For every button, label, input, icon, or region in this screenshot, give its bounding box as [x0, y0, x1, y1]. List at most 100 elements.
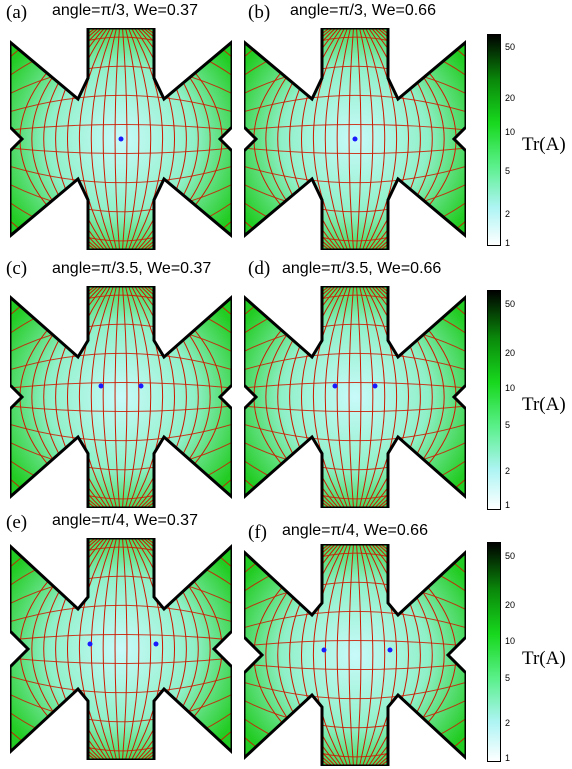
streamline — [244, 123, 466, 131]
flow-field — [244, 544, 466, 766]
streamline — [324, 286, 348, 508]
flow-panel-d — [244, 286, 466, 508]
streamline — [356, 544, 362, 766]
stagnation-point — [138, 383, 144, 389]
streamline — [365, 286, 398, 508]
panel-label-c: (c) — [6, 258, 28, 279]
streamline — [114, 28, 120, 250]
colorbar-2-tick-50: 50 — [505, 299, 516, 309]
streamline — [244, 581, 466, 610]
streamline — [244, 65, 466, 94]
streamline — [128, 286, 152, 508]
stagnation-point — [332, 383, 338, 389]
streamline — [356, 286, 362, 508]
streamline — [67, 28, 108, 250]
colorbar-2-tick-10: 10 — [505, 383, 516, 393]
colorbar-3-label: Tr(A) — [522, 648, 566, 669]
streamline — [10, 694, 232, 723]
stagnation-point — [87, 641, 93, 647]
streamline — [244, 323, 466, 352]
streamline — [125, 28, 140, 250]
streamline — [244, 147, 466, 155]
streamline — [10, 604, 232, 623]
streamline — [244, 381, 466, 389]
flow-panel-c — [10, 286, 232, 508]
panel-label-f: (f) — [248, 522, 267, 543]
streamline — [122, 28, 128, 250]
streamline — [10, 94, 232, 113]
streamline — [244, 442, 466, 471]
flow-panel-a — [10, 28, 232, 250]
streamline — [134, 538, 175, 760]
streamline — [131, 28, 164, 250]
colorbar-2-tick-5: 5 — [505, 420, 511, 430]
flow-field — [10, 538, 232, 760]
streamline — [368, 28, 409, 250]
stagnation-point — [372, 383, 378, 389]
streamline — [244, 165, 466, 184]
streamline — [10, 323, 232, 352]
streamline — [131, 538, 164, 760]
colorbar-2-tick-1: 1 — [505, 500, 511, 510]
streamline — [244, 639, 466, 647]
colorbar-3-tick-1: 1 — [505, 753, 511, 763]
streamline — [125, 538, 140, 760]
streamline — [365, 28, 398, 250]
streamline — [301, 544, 342, 766]
streamline — [134, 28, 175, 250]
streamline — [324, 544, 348, 766]
streamline — [312, 28, 345, 250]
streamline — [10, 442, 232, 471]
streamline — [244, 423, 466, 442]
streamline — [244, 610, 466, 629]
streamline — [244, 352, 466, 371]
streamline — [244, 405, 466, 413]
panel-label-b: (b) — [248, 2, 271, 23]
streamline — [122, 286, 128, 508]
streamline — [244, 184, 466, 213]
stagnation-point — [98, 383, 104, 389]
streamline — [78, 286, 111, 508]
flow-field — [10, 286, 232, 508]
streamline — [301, 28, 342, 250]
streamline — [244, 663, 466, 671]
streamline — [10, 423, 232, 442]
streamline — [90, 28, 114, 250]
panel-label-d: (d) — [248, 258, 271, 279]
streamline — [10, 381, 232, 389]
colorbar-3-tick-5: 5 — [505, 673, 511, 683]
streamline — [301, 286, 342, 508]
colorbar-2-label: Tr(A) — [522, 394, 566, 415]
streamline — [244, 681, 466, 700]
streamline — [336, 28, 351, 250]
streamline — [356, 28, 362, 250]
colorbar-2-scale — [487, 290, 501, 510]
streamline — [102, 286, 117, 508]
panel-title-c: angle=π/3.5, We=0.37 — [52, 260, 212, 277]
streamline — [134, 286, 175, 508]
panel-title-b: angle=π/3, We=0.66 — [290, 2, 436, 19]
colorbar-1-tick-20: 20 — [505, 93, 516, 103]
colorbar-1-tick-2: 2 — [505, 209, 511, 219]
streamline — [10, 123, 232, 131]
streamline — [78, 538, 111, 760]
streamline — [67, 286, 108, 508]
flow-panel-e — [10, 538, 232, 760]
streamline — [128, 28, 152, 250]
streamline — [122, 538, 128, 760]
colorbar-3-tick-10: 10 — [505, 636, 516, 646]
streamline — [90, 538, 114, 760]
streamline — [359, 544, 374, 766]
streamline — [362, 544, 386, 766]
colorbar-3-tick-2: 2 — [505, 718, 511, 728]
streamline — [336, 544, 351, 766]
colorbar-1-label: Tr(A) — [522, 134, 566, 155]
streamline — [359, 286, 374, 508]
streamline — [10, 352, 232, 371]
streamline — [368, 544, 409, 766]
panel-label-a: (a) — [6, 2, 28, 23]
streamline — [336, 286, 351, 508]
colorbar-1-tick-1: 1 — [505, 238, 511, 248]
streamline — [244, 700, 466, 729]
streamline — [365, 544, 398, 766]
